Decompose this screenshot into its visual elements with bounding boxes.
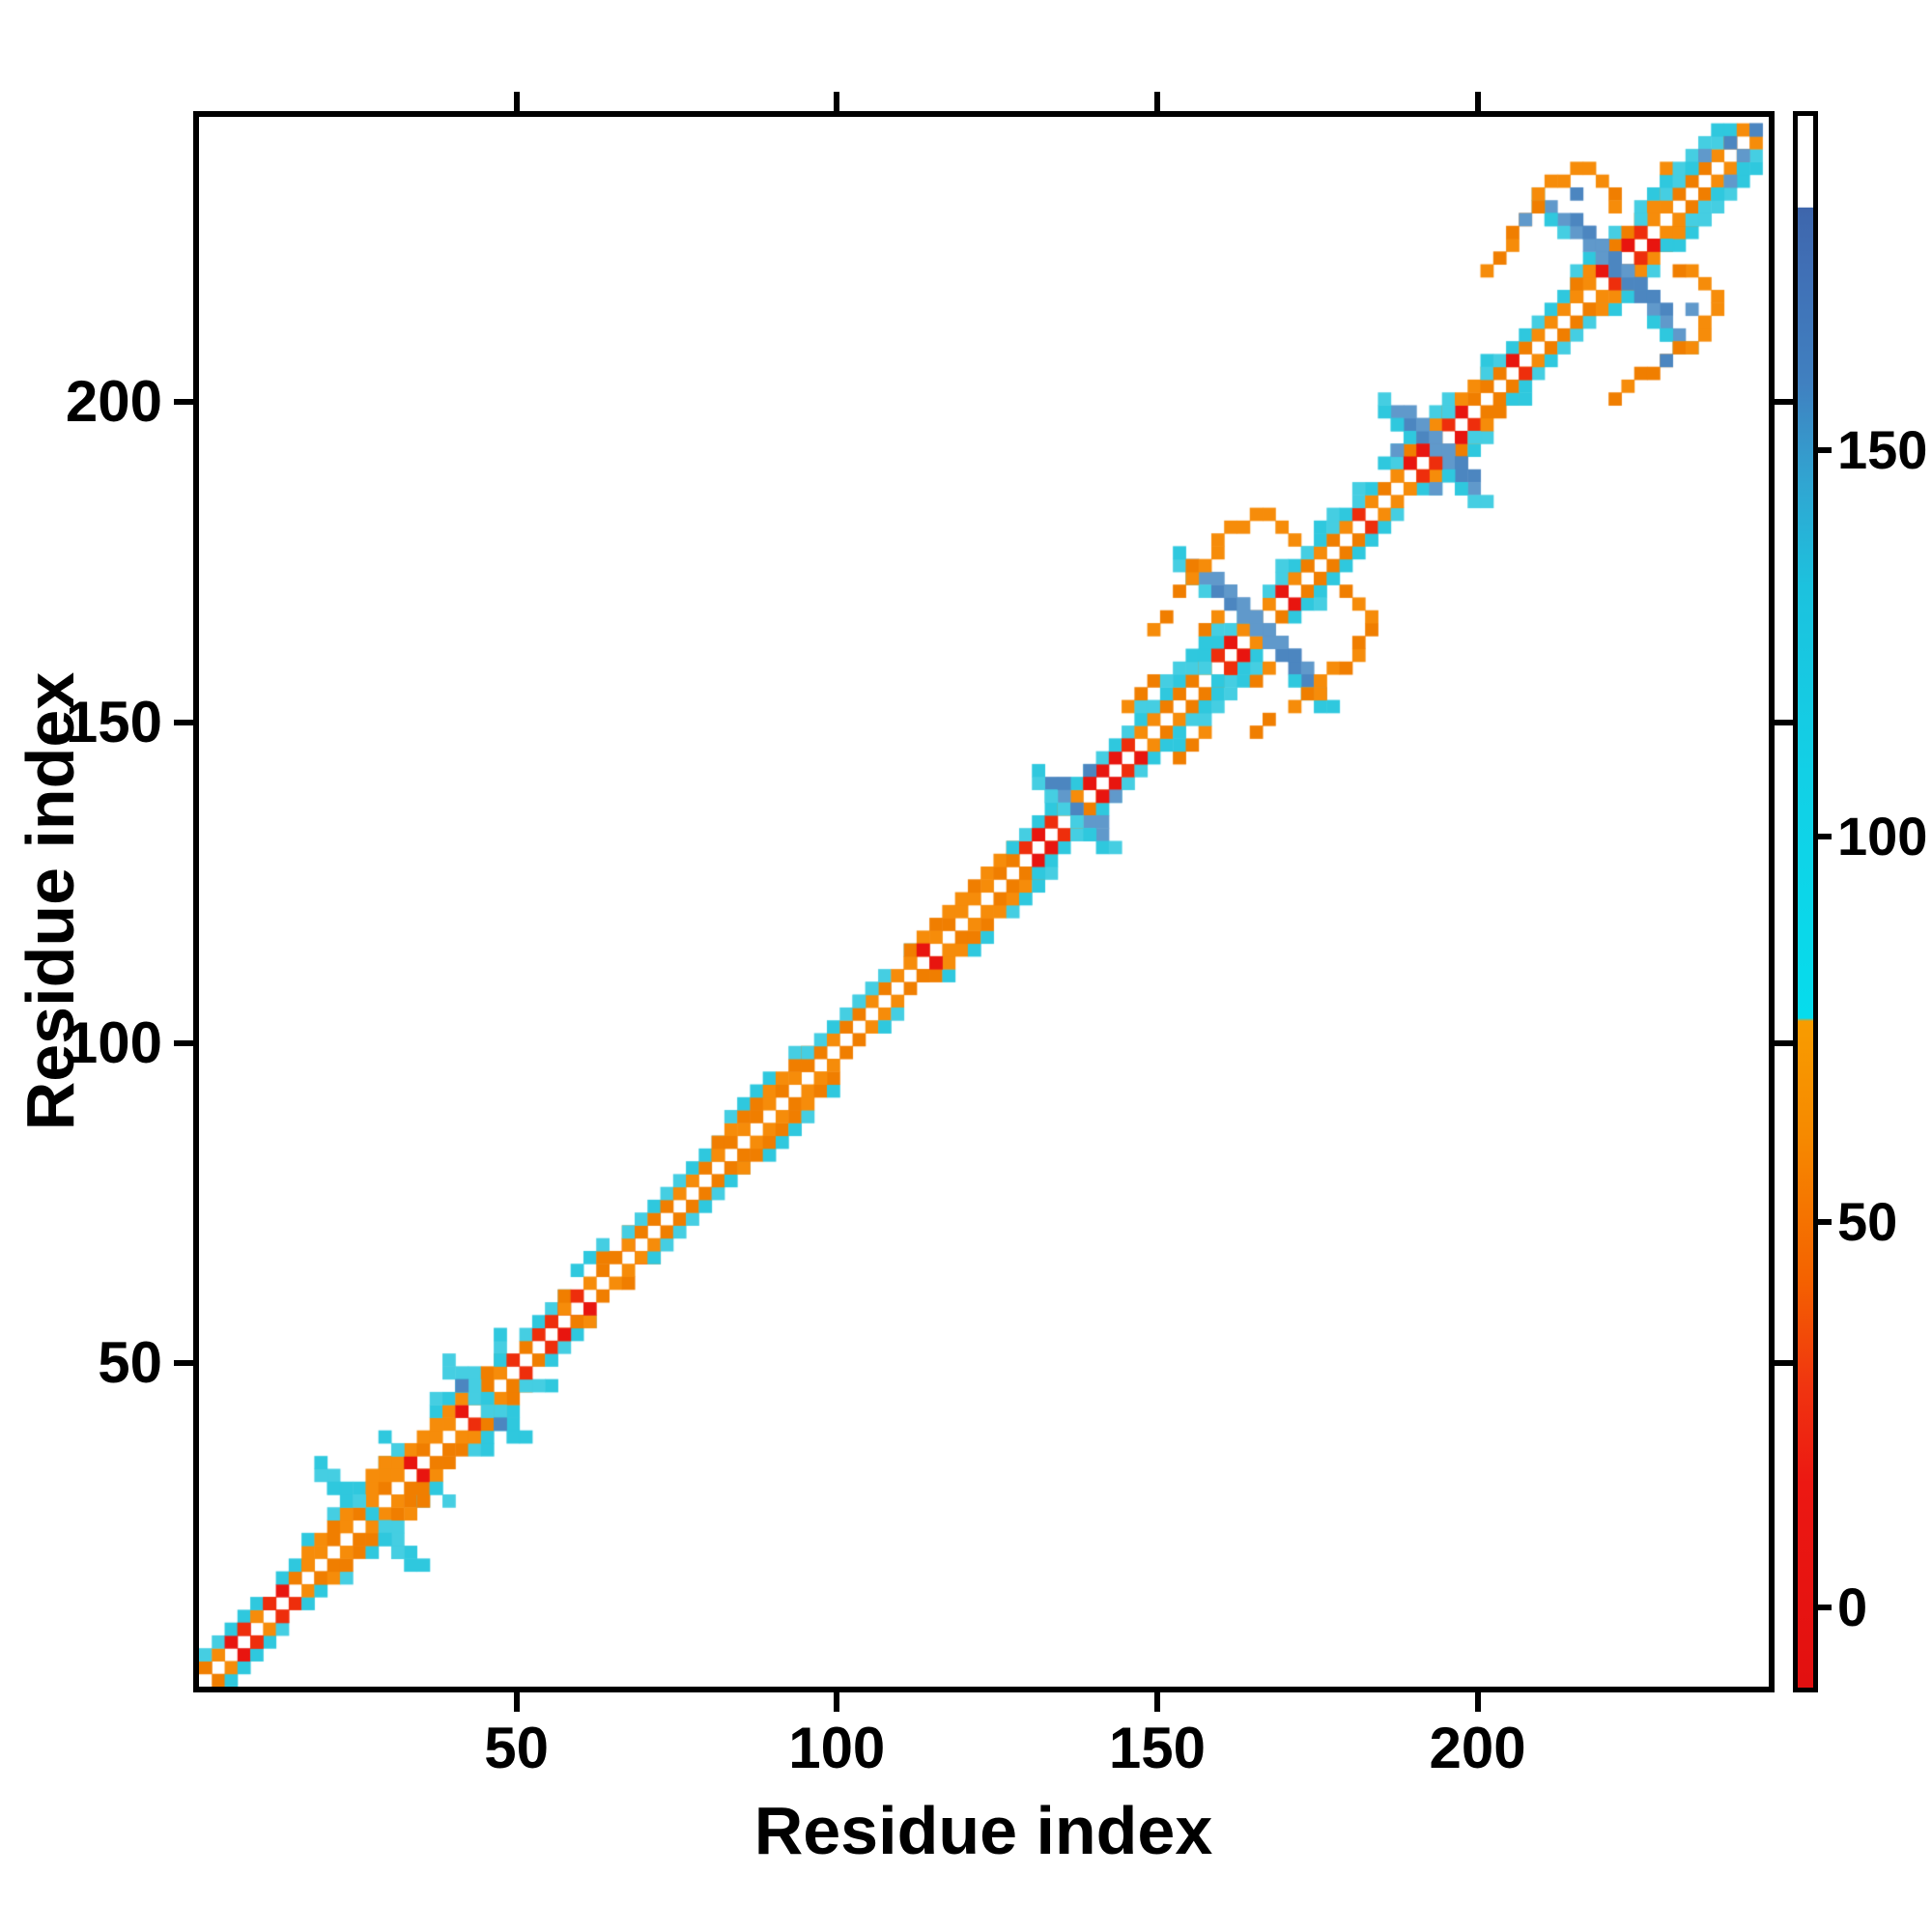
y-tick-right-200 bbox=[1775, 399, 1794, 406]
x-tick-top-100 bbox=[834, 92, 840, 111]
colorbar-label-50: 50 bbox=[1837, 1190, 1898, 1252]
y-tick-right-150 bbox=[1775, 720, 1794, 726]
y-tick-right-50 bbox=[1775, 1360, 1794, 1367]
colorbar-tick-50 bbox=[1818, 1218, 1832, 1225]
colorbar-tick-0 bbox=[1818, 1605, 1832, 1611]
x-tick-label-100: 100 bbox=[788, 1716, 886, 1780]
y-axis-title: Residue index bbox=[13, 671, 88, 1131]
x-tick-100 bbox=[834, 1692, 840, 1712]
x-tick-top-200 bbox=[1474, 92, 1481, 111]
y-tick-150 bbox=[174, 720, 193, 726]
plot-area bbox=[193, 111, 1775, 1692]
y-tick-100 bbox=[174, 1039, 193, 1046]
y-tick-label-100: 100 bbox=[65, 1009, 162, 1075]
x-tick-200 bbox=[1474, 1692, 1481, 1712]
colorbar-tick-150 bbox=[1818, 447, 1832, 454]
x-tick-label-200: 200 bbox=[1429, 1716, 1526, 1780]
heatmap-canvas bbox=[199, 117, 1769, 1687]
colorbar-label-0: 0 bbox=[1837, 1577, 1868, 1638]
x-axis-title: Residue index bbox=[753, 1793, 1213, 1868]
x-tick-150 bbox=[1153, 1692, 1160, 1712]
x-tick-top-50 bbox=[513, 92, 520, 111]
colorbar bbox=[1793, 111, 1818, 1692]
x-tick-50 bbox=[513, 1692, 520, 1712]
x-tick-label-50: 50 bbox=[484, 1716, 549, 1780]
colorbar-tick-100 bbox=[1818, 833, 1832, 839]
y-tick-right-100 bbox=[1775, 1039, 1794, 1046]
y-tick-label-200: 200 bbox=[65, 369, 162, 435]
y-tick-label-50: 50 bbox=[98, 1330, 162, 1396]
y-tick-label-150: 150 bbox=[65, 690, 162, 755]
x-tick-label-150: 150 bbox=[1108, 1716, 1206, 1780]
x-tick-top-150 bbox=[1153, 92, 1160, 111]
colorbar-label-150: 150 bbox=[1837, 419, 1928, 481]
y-tick-50 bbox=[174, 1360, 193, 1367]
colorbar-label-100: 100 bbox=[1837, 805, 1928, 867]
y-tick-200 bbox=[174, 399, 193, 406]
